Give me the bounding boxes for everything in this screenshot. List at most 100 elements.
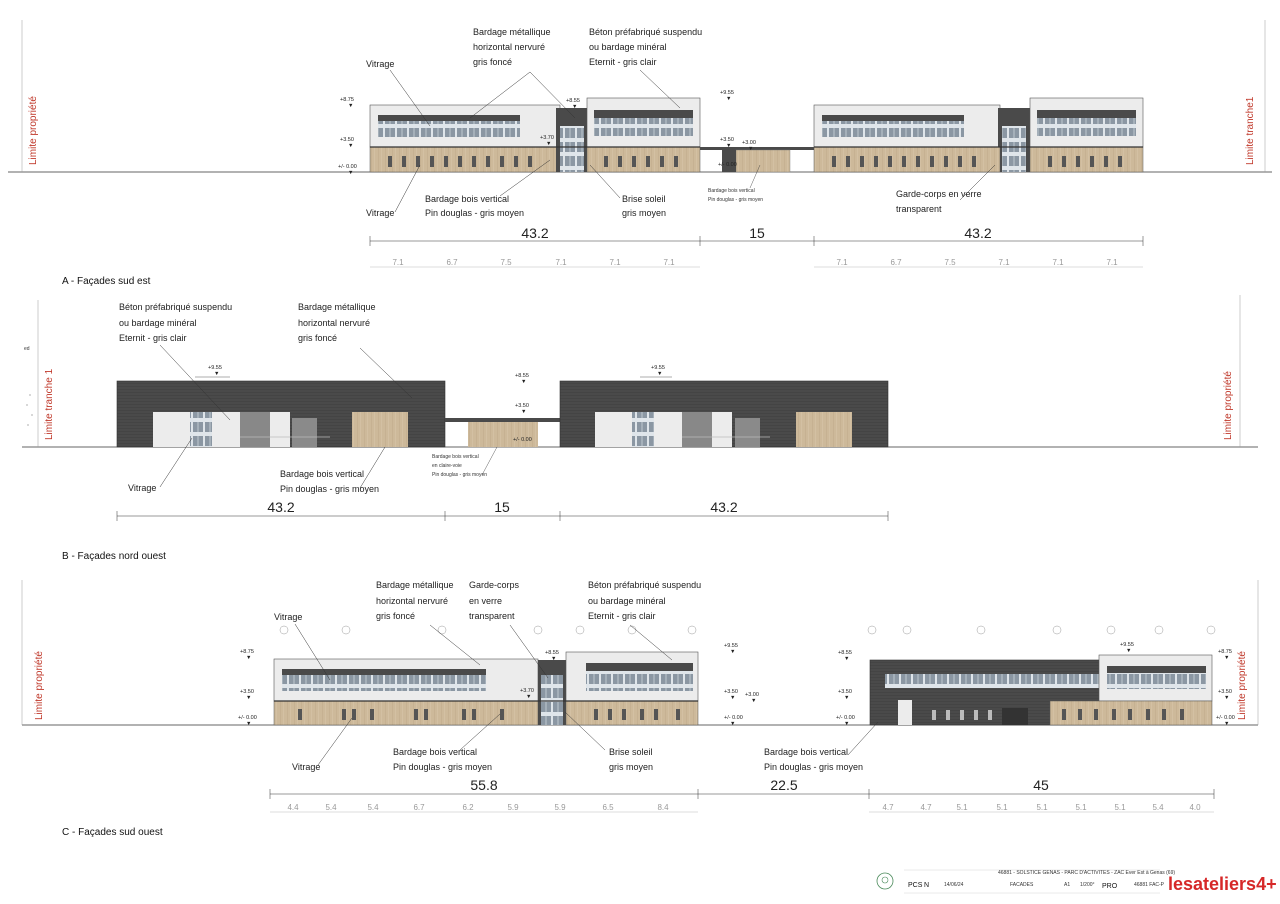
svg-text:46881 FAC-P: 46881 FAC-P <box>1134 882 1165 888</box>
svg-text:8.4: 8.4 <box>657 803 669 812</box>
section-a-levels: +8.75▼ +3.50▼ +/- 0.00▼ +8.55▼ +3.70▼ +9… <box>338 90 756 176</box>
svg-text:ou bardage minéral: ou bardage minéral <box>119 318 197 328</box>
svg-text:Vitrage: Vitrage <box>274 612 302 622</box>
svg-text:22.5: 22.5 <box>770 777 797 793</box>
title-block: 46881 - SOLSTICE GENAS - PARC D'ACTIVITE… <box>876 869 1277 894</box>
svg-text:+3.00: +3.00 <box>745 692 759 698</box>
section-a-building-right <box>813 97 1144 173</box>
svg-text:+8.75: +8.75 <box>340 97 354 103</box>
svg-text:7.1: 7.1 <box>1052 258 1064 267</box>
svg-text:Béton préfabriqué suspendu: Béton préfabriqué suspendu <box>119 302 232 312</box>
svg-text:+3.50: +3.50 <box>515 403 529 409</box>
svg-text:▼: ▼ <box>246 655 251 661</box>
svg-text:▼: ▼ <box>1126 648 1131 654</box>
svg-text:4.7: 4.7 <box>882 803 894 812</box>
svg-text:Garde-corps: Garde-corps <box>469 580 520 590</box>
svg-text:43.2: 43.2 <box>710 499 737 515</box>
svg-text:+/- 0.00: +/- 0.00 <box>836 715 855 721</box>
svg-text:▼: ▼ <box>844 721 849 727</box>
svg-text:+3.50: +3.50 <box>720 137 734 143</box>
svg-text:+8.55: +8.55 <box>566 98 580 104</box>
svg-text:7.1: 7.1 <box>555 258 567 267</box>
svg-text:7.1: 7.1 <box>609 258 621 267</box>
svg-text:horizontal nervuré: horizontal nervuré <box>376 596 448 606</box>
svg-text:Eternit - gris clair: Eternit - gris clair <box>589 57 657 67</box>
svg-text:Béton préfabriqué suspendu: Béton préfabriqué suspendu <box>589 27 702 37</box>
svg-text:6.7: 6.7 <box>446 258 458 267</box>
svg-text:5.4: 5.4 <box>367 803 379 812</box>
svg-text:Bardage bois vertical: Bardage bois vertical <box>425 194 509 204</box>
svg-text:gris foncé: gris foncé <box>298 333 337 343</box>
section-a-right-limit: Limite tranche1 <box>1245 96 1256 165</box>
svg-text:▼: ▼ <box>844 695 849 701</box>
svg-text:7.1: 7.1 <box>392 258 404 267</box>
svg-text:ed: ed <box>24 346 30 352</box>
svg-text:▼: ▼ <box>348 103 353 109</box>
svg-text:+3.50: +3.50 <box>340 137 354 143</box>
svg-text:ou bardage minéral: ou bardage minéral <box>589 42 667 52</box>
svg-text:+/- 0.00: +/- 0.00 <box>338 164 357 170</box>
svg-text:4.4: 4.4 <box>287 803 299 812</box>
svg-text:5.4: 5.4 <box>325 803 337 812</box>
svg-text:▼: ▼ <box>526 694 531 700</box>
svg-text:4.0: 4.0 <box>1189 803 1201 812</box>
svg-text:+3.70: +3.70 <box>520 688 534 694</box>
svg-text:▼: ▼ <box>246 695 251 701</box>
svg-text:gris foncé: gris foncé <box>376 611 415 621</box>
svg-text:4.7: 4.7 <box>920 803 932 812</box>
svg-text:Pin douglas - gris moyen: Pin douglas - gris moyen <box>764 762 863 772</box>
svg-text:▼: ▼ <box>572 104 577 110</box>
section-b-annotations: Béton préfabriqué suspendu ou bardage mi… <box>119 302 498 494</box>
section-c-building-left <box>273 625 699 726</box>
svg-text:▼: ▼ <box>546 141 551 147</box>
svg-text:▼: ▼ <box>726 96 731 102</box>
svg-text:+3.50: +3.50 <box>1218 689 1232 695</box>
svg-text:5.9: 5.9 <box>507 803 519 812</box>
svg-text:6.5: 6.5 <box>602 803 614 812</box>
section-a-left-limit: Limite propriété <box>28 96 39 165</box>
svg-text:horizontal nervuré: horizontal nervuré <box>473 42 545 52</box>
svg-text:Bardage bois vertical: Bardage bois vertical <box>280 469 364 479</box>
svg-text:7.5: 7.5 <box>944 258 956 267</box>
svg-text:Bardage métallique: Bardage métallique <box>376 580 454 590</box>
svg-text:gris moyen: gris moyen <box>609 762 653 772</box>
svg-text:Bardage bois vertical: Bardage bois vertical <box>708 188 755 194</box>
svg-text:15: 15 <box>749 225 765 241</box>
svg-text:en claire-voie: en claire-voie <box>432 463 462 469</box>
svg-text:+8.55: +8.55 <box>838 650 852 656</box>
svg-text:Pin douglas - gris moyen: Pin douglas - gris moyen <box>393 762 492 772</box>
svg-text:Bardage métallique: Bardage métallique <box>473 27 551 37</box>
svg-text:▼: ▼ <box>748 146 753 152</box>
svg-text:Brise soleil: Brise soleil <box>622 194 666 204</box>
section-a-building-left <box>369 97 701 173</box>
section-a-dimensions: 43.2 15 43.2 7.1 6.7 7.5 7.1 7.1 7.1 7.1… <box>369 225 1144 268</box>
svg-text:Bardage bois vertical: Bardage bois vertical <box>764 747 848 757</box>
svg-text:45: 45 <box>1033 777 1049 793</box>
svg-text:+8.55: +8.55 <box>515 373 529 379</box>
svg-text:Garde-corps en verre: Garde-corps en verre <box>896 189 982 199</box>
section-b-title: B - Façades nord ouest <box>62 551 166 562</box>
svg-text:+3.50: +3.50 <box>240 689 254 695</box>
section-c-annotations: Vitrage Bardage métallique horizontal ne… <box>274 580 879 772</box>
svg-text:5.1: 5.1 <box>1075 803 1087 812</box>
svg-text:+9.55: +9.55 <box>208 365 222 371</box>
section-b-facade-nord-ouest: ed Limite tranche 1 Limite propriété <box>22 295 1258 562</box>
svg-text:6.7: 6.7 <box>890 258 902 267</box>
svg-text:6.2: 6.2 <box>462 803 474 812</box>
svg-text:+/- 0.00: +/- 0.00 <box>718 162 737 168</box>
svg-text:▼: ▼ <box>551 656 556 662</box>
project-name: 46881 - SOLSTICE GENAS - PARC D'ACTIVITE… <box>998 870 1175 876</box>
svg-text:43.2: 43.2 <box>964 225 991 241</box>
svg-text:5.1: 5.1 <box>1036 803 1048 812</box>
svg-text:5.9: 5.9 <box>554 803 566 812</box>
section-a-facade-sud-est: Limite propriété Limite tranche1 <box>8 20 1272 287</box>
section-b-right-limit: Limite propriété <box>1223 371 1234 440</box>
svg-text:▼: ▼ <box>348 143 353 149</box>
svg-text:+/- 0.00: +/- 0.00 <box>1216 715 1235 721</box>
svg-text:▼: ▼ <box>521 379 526 385</box>
svg-text:7.1: 7.1 <box>1106 258 1118 267</box>
svg-text:+8.55: +8.55 <box>545 650 559 656</box>
section-c-title: C - Façades sud ouest <box>62 827 163 838</box>
svg-text:gris foncé: gris foncé <box>473 57 512 67</box>
section-c-levels: +8.75▼ +3.50▼ +/- 0.00▼ +8.55▼ +3.70▼ +9… <box>238 642 1235 727</box>
